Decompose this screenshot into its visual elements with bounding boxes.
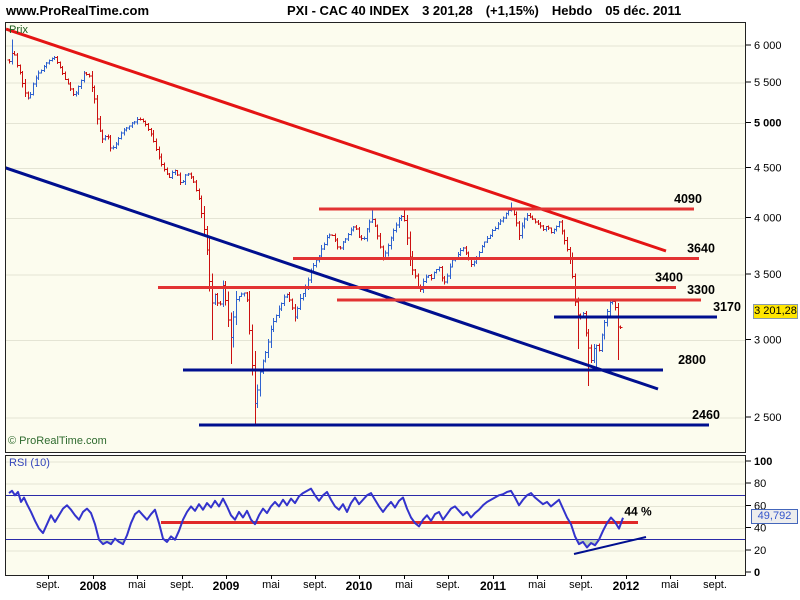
- price-panel: Prix © ProRealTime.com 4090 3640 3400 3300 3…: [5, 22, 746, 453]
- time-tick: [493, 575, 494, 579]
- time-label: 2010: [345, 579, 373, 593]
- last-price-tag: 3 201,28: [753, 304, 798, 319]
- svg-text:3 500: 3 500: [754, 269, 782, 281]
- site-link[interactable]: www.ProRealTime.com: [6, 3, 150, 18]
- level-labels: 4090 3640 3400 3300 3170 2800 2460: [655, 192, 741, 422]
- time-label: mai: [661, 579, 679, 591]
- price-chart-canvas[interactable]: 4090 3640 3400 3300 3170 2800 2460: [6, 23, 745, 452]
- date-label: 05 déc. 2011: [605, 3, 682, 18]
- time-label: sept.: [170, 579, 194, 591]
- rsi-chart-canvas[interactable]: 44 %: [6, 456, 745, 575]
- time-tick: [359, 575, 360, 579]
- price-bars: [7, 39, 623, 425]
- svg-text:3300: 3300: [687, 283, 715, 297]
- svg-text:100: 100: [754, 456, 772, 468]
- time-label: 2012: [612, 579, 640, 593]
- instrument-name: PXI - CAC 40 INDEX: [287, 3, 410, 18]
- svg-text:2800: 2800: [678, 353, 706, 367]
- price-panel-title: Prix: [9, 24, 28, 36]
- time-label: mai: [528, 579, 546, 591]
- svg-text:2460: 2460: [692, 408, 720, 422]
- svg-text:6 000: 6 000: [754, 40, 782, 52]
- time-tick: [182, 575, 183, 579]
- time-label: mai: [262, 579, 280, 591]
- time-tick: [404, 575, 405, 579]
- time-tick: [626, 575, 627, 579]
- time-tick: [226, 575, 227, 579]
- rsi-signal-label: 44 %: [624, 505, 652, 519]
- timeframe-label: Hebdo: [551, 3, 593, 18]
- svg-text:3400: 3400: [655, 270, 683, 284]
- time-label: 2011: [479, 579, 507, 593]
- time-tick: [137, 575, 138, 579]
- time-axis[interactable]: sept. 2008 mai sept. 2009 mai sept. 2010 mai sept…: [0, 575, 800, 600]
- time-tick: [715, 575, 716, 579]
- time-tick: [271, 575, 272, 579]
- time-tick: [315, 575, 316, 579]
- time-label: sept.: [36, 579, 60, 591]
- chart-title: PXI - CAC 40 INDEX 3 201,28 (+1,15%) Hebdo 0…: [287, 3, 681, 18]
- support-resistance-levels: [158, 207, 717, 427]
- rsi-panel: RSI (10) 44 %: [5, 455, 746, 576]
- svg-text:80: 80: [754, 478, 766, 490]
- svg-text:4 000: 4 000: [754, 212, 782, 224]
- svg-text:5 000: 5 000: [754, 117, 782, 129]
- svg-text:20: 20: [754, 545, 766, 557]
- trendline-1: [6, 166, 659, 391]
- rsi-panel-title: RSI (10): [9, 457, 50, 469]
- time-label: sept.: [436, 579, 460, 591]
- svg-text:4 500: 4 500: [754, 162, 782, 174]
- svg-text:3170: 3170: [713, 300, 741, 314]
- svg-text:3 000: 3 000: [754, 335, 782, 347]
- price-axis[interactable]: 6 000 5 500 5 000 4 500 4 000 3 500 3 000 2 500: [746, 22, 800, 453]
- price-gridlines: [6, 45, 745, 419]
- header-bar: www.ProRealTime.com PXI - CAC 40 INDEX 3 …: [0, 0, 800, 20]
- copyright-watermark: © ProRealTime.com: [8, 435, 107, 447]
- time-label: mai: [128, 579, 146, 591]
- time-label: mai: [395, 579, 413, 591]
- time-tick: [448, 575, 449, 579]
- time-label: sept.: [703, 579, 727, 591]
- time-label: 2009: [212, 579, 240, 593]
- time-tick: [670, 575, 671, 579]
- time-label: sept.: [569, 579, 593, 591]
- svg-text:5 500: 5 500: [754, 77, 782, 89]
- price-change: (+1,15%): [485, 3, 539, 18]
- svg-text:3640: 3640: [687, 241, 715, 255]
- time-label: sept.: [303, 579, 327, 591]
- svg-text:4090: 4090: [674, 192, 702, 206]
- trendline-0: [6, 27, 667, 253]
- svg-text:2 500: 2 500: [754, 412, 782, 424]
- time-tick: [48, 575, 49, 579]
- last-price: 3 201,28: [422, 3, 473, 18]
- rsi-line: [8, 487, 624, 549]
- svg-text:40: 40: [754, 523, 766, 535]
- rsi-value-tag: 49,792: [751, 509, 798, 524]
- rsi-axis[interactable]: 100 80 60 40 20 0: [746, 455, 800, 579]
- time-tick: [93, 575, 94, 579]
- svg-text:0: 0: [754, 567, 760, 576]
- time-tick: [537, 575, 538, 579]
- time-label: 2008: [79, 579, 107, 593]
- time-tick: [581, 575, 582, 579]
- rsi-trendline: [573, 536, 647, 555]
